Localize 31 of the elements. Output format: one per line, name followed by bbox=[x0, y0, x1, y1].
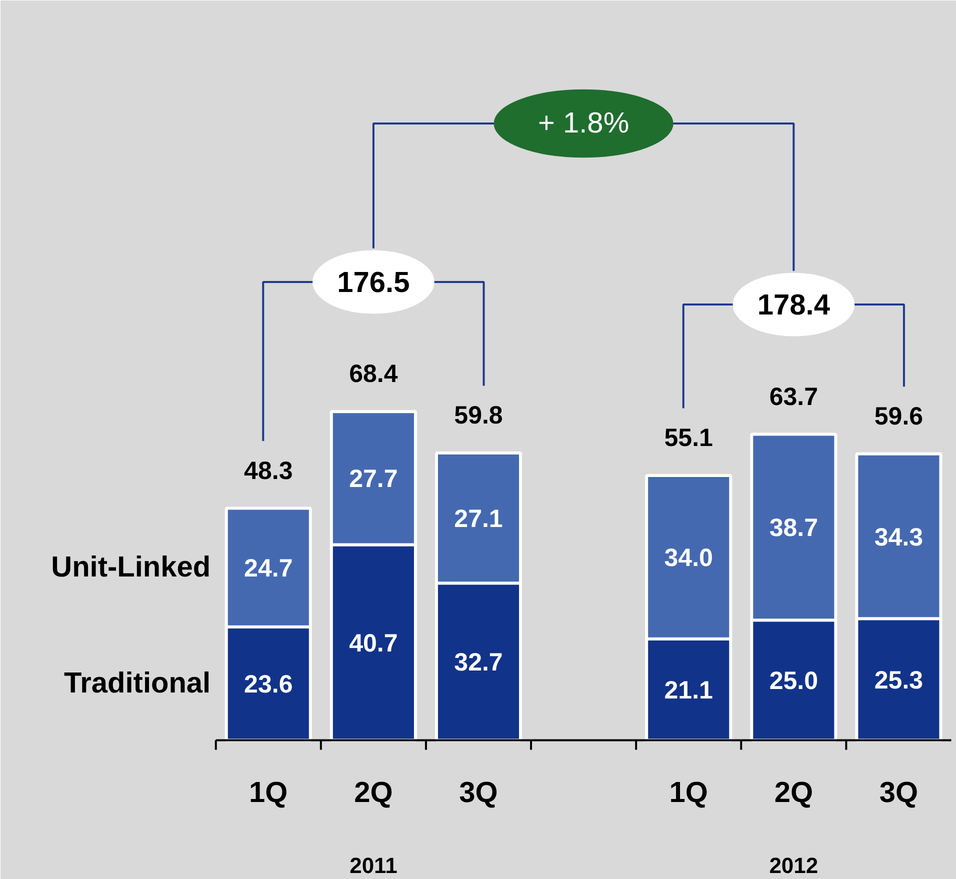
total-label: 68.4 bbox=[349, 360, 398, 388]
total-label: 63.7 bbox=[769, 382, 818, 411]
data-label: 27.1 bbox=[454, 505, 503, 534]
total-label: 48.3 bbox=[244, 456, 293, 485]
data-label: 27.7 bbox=[349, 465, 398, 494]
data-label: 34.0 bbox=[664, 544, 713, 572]
data-label: 38.7 bbox=[769, 514, 818, 542]
data-label: 24.7 bbox=[244, 554, 293, 583]
series-label: Traditional bbox=[64, 668, 211, 700]
text: 176.5 bbox=[337, 266, 410, 299]
data-label: 25.3 bbox=[874, 666, 924, 694]
x-tick-label: 3Q bbox=[879, 777, 918, 810]
text: 178.4 bbox=[757, 290, 830, 322]
x-tick-label: 2Q bbox=[774, 777, 814, 810]
x-tick-label: 3Q bbox=[459, 777, 498, 810]
data-label: 32.7 bbox=[454, 648, 503, 677]
text: 2012 bbox=[769, 853, 818, 878]
total-label: 59.8 bbox=[454, 402, 503, 430]
x-tick-label: 2Q bbox=[354, 777, 393, 810]
data-label: 34.3 bbox=[874, 523, 924, 552]
x-tick-label: 1Q bbox=[669, 777, 708, 810]
text: + 1.8% bbox=[538, 107, 630, 140]
total-label: 55.1 bbox=[664, 424, 714, 452]
text: 2011 bbox=[350, 853, 398, 878]
series-label: Unit-Linked bbox=[51, 552, 211, 584]
data-label: 23.6 bbox=[244, 670, 293, 699]
total-label: 59.6 bbox=[874, 402, 924, 431]
data-label: 21.1 bbox=[664, 676, 714, 705]
x-tick-label: 1Q bbox=[249, 777, 288, 810]
data-label: 40.7 bbox=[349, 629, 398, 658]
data-label: 25.0 bbox=[769, 667, 818, 696]
